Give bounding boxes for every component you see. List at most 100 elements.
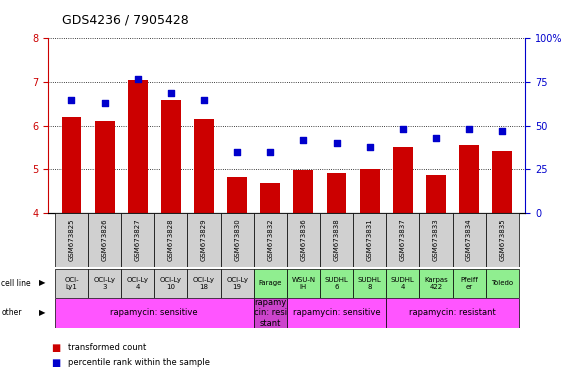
Bar <box>128 80 148 213</box>
Text: SUDHL
4: SUDHL 4 <box>391 277 415 290</box>
Text: rapamycin: resistant: rapamycin: resistant <box>409 308 496 318</box>
Bar <box>386 269 419 298</box>
Point <box>166 89 176 96</box>
Bar <box>453 213 486 267</box>
Text: ■: ■ <box>51 343 60 353</box>
Point <box>133 76 142 82</box>
Text: percentile rank within the sample: percentile rank within the sample <box>68 358 210 367</box>
Bar <box>327 173 346 213</box>
Bar <box>353 213 386 267</box>
Text: GSM673831: GSM673831 <box>367 218 373 262</box>
Text: GSM673825: GSM673825 <box>69 219 74 261</box>
Text: OCI-Ly
19: OCI-Ly 19 <box>226 277 248 290</box>
Bar <box>161 99 181 213</box>
Text: GSM673838: GSM673838 <box>333 218 340 262</box>
Text: GSM673835: GSM673835 <box>499 218 505 262</box>
Bar <box>154 269 187 298</box>
Text: ▶: ▶ <box>39 308 45 318</box>
Text: GSM673830: GSM673830 <box>234 218 240 262</box>
Bar <box>287 269 320 298</box>
Bar <box>61 117 81 213</box>
Point <box>332 140 341 146</box>
Point <box>67 96 76 103</box>
Bar <box>187 269 220 298</box>
Point <box>266 149 275 155</box>
Bar <box>360 169 379 213</box>
Bar <box>121 269 154 298</box>
Text: Pfeiff
er: Pfeiff er <box>460 277 478 290</box>
Text: GDS4236 / 7905428: GDS4236 / 7905428 <box>62 13 189 26</box>
Text: SUDHL
6: SUDHL 6 <box>324 277 349 290</box>
Point <box>199 96 208 103</box>
Bar <box>254 269 287 298</box>
Text: GSM673833: GSM673833 <box>433 218 439 262</box>
Text: rapamycin: sensitive: rapamycin: sensitive <box>111 308 198 318</box>
Bar <box>227 177 247 213</box>
Bar <box>287 298 386 328</box>
Text: GSM673837: GSM673837 <box>400 218 406 262</box>
Text: transformed count: transformed count <box>68 343 147 352</box>
Bar <box>220 269 254 298</box>
Text: WSU-N
IH: WSU-N IH <box>291 277 315 290</box>
Bar <box>194 119 214 213</box>
Bar <box>154 213 187 267</box>
Bar <box>393 147 413 213</box>
Text: Toledo: Toledo <box>491 280 513 286</box>
Bar <box>121 213 154 267</box>
Bar <box>187 213 220 267</box>
Point <box>465 126 474 132</box>
Text: ■: ■ <box>51 358 60 368</box>
Bar <box>294 170 314 213</box>
Text: OCI-Ly
18: OCI-Ly 18 <box>193 277 215 290</box>
Point <box>365 144 374 150</box>
Bar <box>419 213 453 267</box>
Text: ▶: ▶ <box>39 278 45 288</box>
Bar <box>287 213 320 267</box>
Point <box>233 149 242 155</box>
Bar <box>320 269 353 298</box>
Bar <box>55 213 88 267</box>
Point <box>398 126 407 132</box>
Text: GSM673827: GSM673827 <box>135 218 141 262</box>
Point <box>100 100 109 106</box>
Bar <box>486 213 519 267</box>
Bar <box>220 213 254 267</box>
Text: OCI-Ly
4: OCI-Ly 4 <box>127 277 149 290</box>
Bar <box>426 175 446 213</box>
Bar <box>254 213 287 267</box>
Text: rapamy
cin: resi
stant: rapamy cin: resi stant <box>254 298 287 328</box>
Bar <box>55 298 254 328</box>
Bar <box>486 269 519 298</box>
Text: GSM673836: GSM673836 <box>300 218 306 262</box>
Point <box>299 137 308 143</box>
Bar <box>492 151 512 213</box>
Text: other: other <box>1 308 22 318</box>
Text: Farage: Farage <box>258 280 282 286</box>
Text: rapamycin: sensitive: rapamycin: sensitive <box>293 308 381 318</box>
Text: GSM673829: GSM673829 <box>201 218 207 262</box>
Bar <box>88 213 121 267</box>
Point <box>432 135 441 141</box>
Bar <box>55 269 88 298</box>
Bar <box>419 269 453 298</box>
Bar <box>386 213 419 267</box>
Text: GSM673828: GSM673828 <box>168 218 174 262</box>
Text: SUDHL
8: SUDHL 8 <box>358 277 382 290</box>
Text: OCI-
Ly1: OCI- Ly1 <box>64 277 79 290</box>
Bar <box>260 184 280 213</box>
Text: Karpas
422: Karpas 422 <box>424 277 448 290</box>
Bar <box>459 146 479 213</box>
Text: cell line: cell line <box>1 278 31 288</box>
Bar <box>88 269 121 298</box>
Text: OCI-Ly
10: OCI-Ly 10 <box>160 277 182 290</box>
Bar <box>320 213 353 267</box>
Bar <box>386 298 519 328</box>
Point <box>498 128 507 134</box>
Text: GSM673834: GSM673834 <box>466 218 472 262</box>
Bar <box>254 298 287 328</box>
Bar <box>453 269 486 298</box>
Text: GSM673826: GSM673826 <box>102 218 107 262</box>
Bar <box>353 269 386 298</box>
Text: OCI-Ly
3: OCI-Ly 3 <box>94 277 116 290</box>
Bar <box>95 121 115 213</box>
